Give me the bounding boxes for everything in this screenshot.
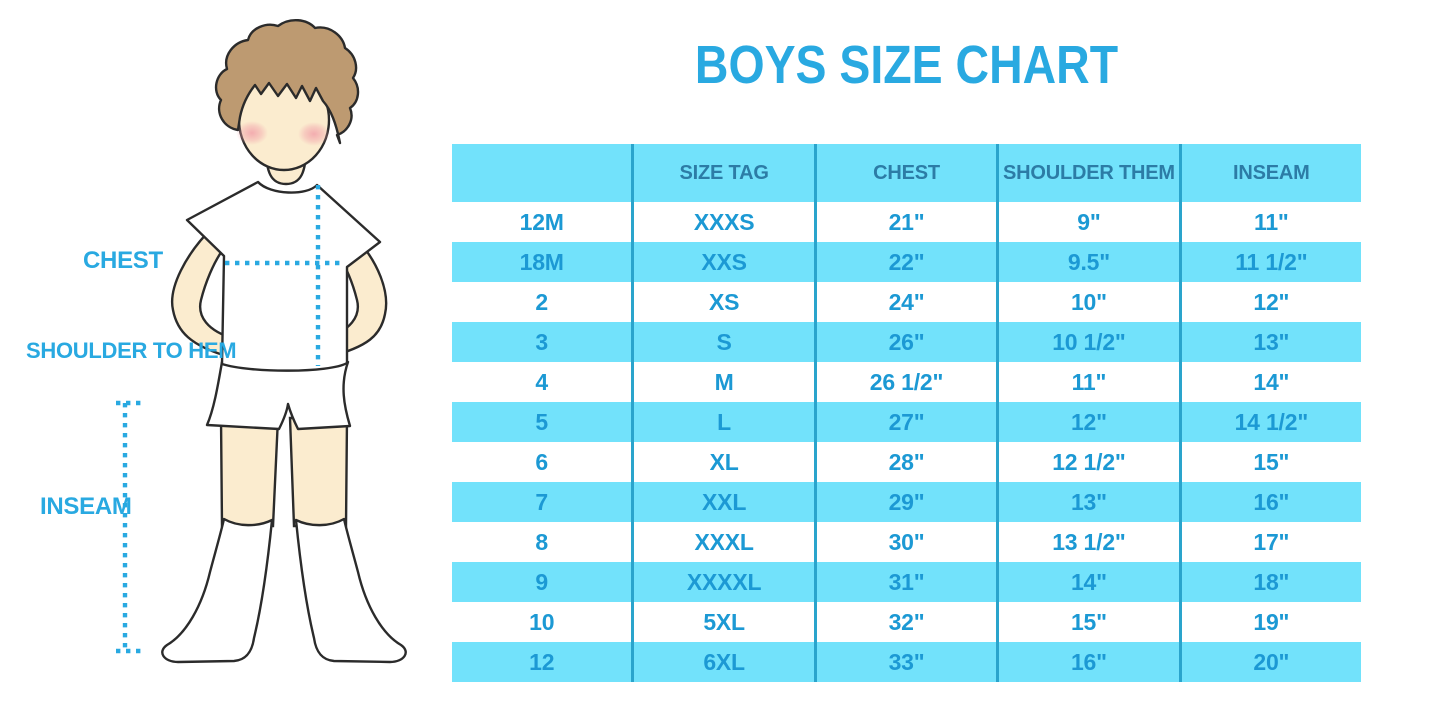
table-cell: 3 — [452, 322, 635, 362]
table-row: 12M XXXS 21" 9" 11" — [452, 202, 1361, 242]
boy-left-cheek — [236, 121, 268, 145]
table-cell: 12 1/2" — [999, 442, 1182, 482]
table-cell: 22" — [817, 242, 1000, 282]
table-cell: 18" — [1253, 568, 1290, 595]
table-cell: 20" — [1253, 648, 1290, 675]
table-cell: 14" — [999, 562, 1182, 602]
table-cell: 13" — [1253, 328, 1290, 355]
table-cell: XS — [634, 282, 817, 322]
table-cell: 11" — [999, 362, 1182, 402]
table-row: 9 XXXXL 31" 14" 18" — [452, 562, 1361, 602]
table-cell: 32" — [817, 602, 1000, 642]
boy-right-cheek — [298, 122, 330, 146]
table-cell: 11" — [1254, 208, 1289, 235]
table-cell: 11 1/2" — [1235, 248, 1308, 275]
table-cell: 13 1/2" — [999, 522, 1182, 562]
table-cell: 7 — [452, 482, 635, 522]
table-row: 8 XXXL 30" 13 1/2" 17" — [452, 522, 1361, 562]
table-cell: XXXL — [634, 522, 817, 562]
table-body: 12M XXXS 21" 9" 11" 18M XXS 22" 9.5" 11 1/2" 2 XS 24… — [452, 202, 1361, 682]
table-cell: 29" — [817, 482, 1000, 522]
boy-right-sock — [294, 517, 407, 664]
table-cell: 5 — [452, 402, 635, 442]
table-cell: 17" — [1253, 528, 1290, 555]
table-cell: 30" — [817, 522, 1000, 562]
header-cell-size-tag: SIZE TAG — [634, 144, 817, 202]
boy-tshirt — [185, 180, 382, 372]
table-row: 5 L 27" 12" 14 1/2" — [452, 402, 1361, 442]
table-cell: 9" — [999, 202, 1182, 242]
boy-figure: CHEST SHOULDER TO HEM INSEAM — [0, 0, 450, 723]
table-cell: 31" — [817, 562, 1000, 602]
table-cell: 6XL — [634, 642, 817, 682]
table-cell: 12" — [1253, 288, 1290, 315]
table-cell: 10 1/2" — [999, 322, 1182, 362]
table-cell: XL — [634, 442, 817, 482]
table-cell: 12M — [452, 202, 635, 242]
page-title: BOYS SIZE CHART — [694, 35, 1119, 95]
table-row: 18M XXS 22" 9.5" 11 1/2" — [452, 242, 1361, 282]
shoulder-to-hem-label: SHOULDER TO HEM — [26, 338, 237, 363]
table-row: 10 5XL 32" 15" 19" — [452, 602, 1361, 642]
boy-illustration — [116, 19, 407, 664]
table-cell: 14" — [1253, 368, 1290, 395]
boy-left-leg — [219, 416, 280, 528]
chest-label: CHEST — [83, 247, 163, 274]
table-cell: 24" — [817, 282, 1000, 322]
table-cell: S — [634, 322, 817, 362]
table-cell: 10" — [999, 282, 1182, 322]
table-cell: 5XL — [634, 602, 817, 642]
table-row: 12 6XL 33" 16" 20" — [452, 642, 1361, 682]
table-cell: 12 — [452, 642, 635, 682]
table-header-row: SIZE TAG CHEST SHOULDER THEM INSEAM — [452, 144, 1361, 202]
boy-shorts — [205, 360, 352, 431]
table-cell: 6 — [452, 442, 635, 482]
header-cell-size — [452, 144, 635, 202]
size-table: SIZE TAG CHEST SHOULDER THEM INSEAM 12M X… — [452, 144, 1361, 682]
table-cell: 9.5" — [999, 242, 1182, 282]
table-cell: 4 — [452, 362, 635, 402]
table-cell: 15" — [999, 602, 1182, 642]
table-cell: 2 — [452, 282, 635, 322]
table-cell: 16" — [999, 642, 1182, 682]
table-cell: XXXXL — [634, 562, 817, 602]
table-cell: 21" — [817, 202, 1000, 242]
table-cell: XXXS — [634, 202, 817, 242]
table-cell: 10 — [452, 602, 635, 642]
boy-left-sock — [161, 517, 274, 664]
table-cell: 19" — [1253, 608, 1290, 635]
table-cell: 18M — [452, 242, 635, 282]
table-cell: 12" — [999, 402, 1182, 442]
table-cell: 26" — [817, 322, 1000, 362]
header-cell-chest: CHEST — [817, 144, 1000, 202]
table-cell: 8 — [452, 522, 635, 562]
table-row: 3 S 26" 10 1/2" 13" — [452, 322, 1361, 362]
table-cell: XXL — [634, 482, 817, 522]
table-cell: L — [634, 402, 817, 442]
table-cell: 27" — [817, 402, 1000, 442]
boy-hair — [214, 19, 360, 145]
table-row: 2 XS 24" 10" 12" — [452, 282, 1361, 322]
table-cell: 13" — [999, 482, 1182, 522]
table-cell: 14 1/2" — [1234, 408, 1309, 435]
table-cell: 9 — [452, 562, 635, 602]
table-cell: XXS — [634, 242, 817, 282]
table-cell: 15" — [1253, 448, 1290, 475]
boy-right-leg — [288, 416, 349, 528]
table-cell: 33" — [817, 642, 1000, 682]
header-cell-inseam: INSEAM — [1233, 161, 1310, 184]
table-row: 4 M 26 1/2" 11" 14" — [452, 362, 1361, 402]
table-cell: 26 1/2" — [817, 362, 1000, 402]
table-row: 6 XL 28" 12 1/2" 15" — [452, 442, 1361, 482]
table-cell: 28" — [817, 442, 1000, 482]
table-cell: M — [634, 362, 817, 402]
table-row: 7 XXL 29" 13" 16" — [452, 482, 1361, 522]
header-cell-shoulder-them: SHOULDER THEM — [999, 144, 1182, 202]
inseam-label: INSEAM — [40, 493, 132, 520]
table-cell: 16" — [1253, 488, 1290, 515]
